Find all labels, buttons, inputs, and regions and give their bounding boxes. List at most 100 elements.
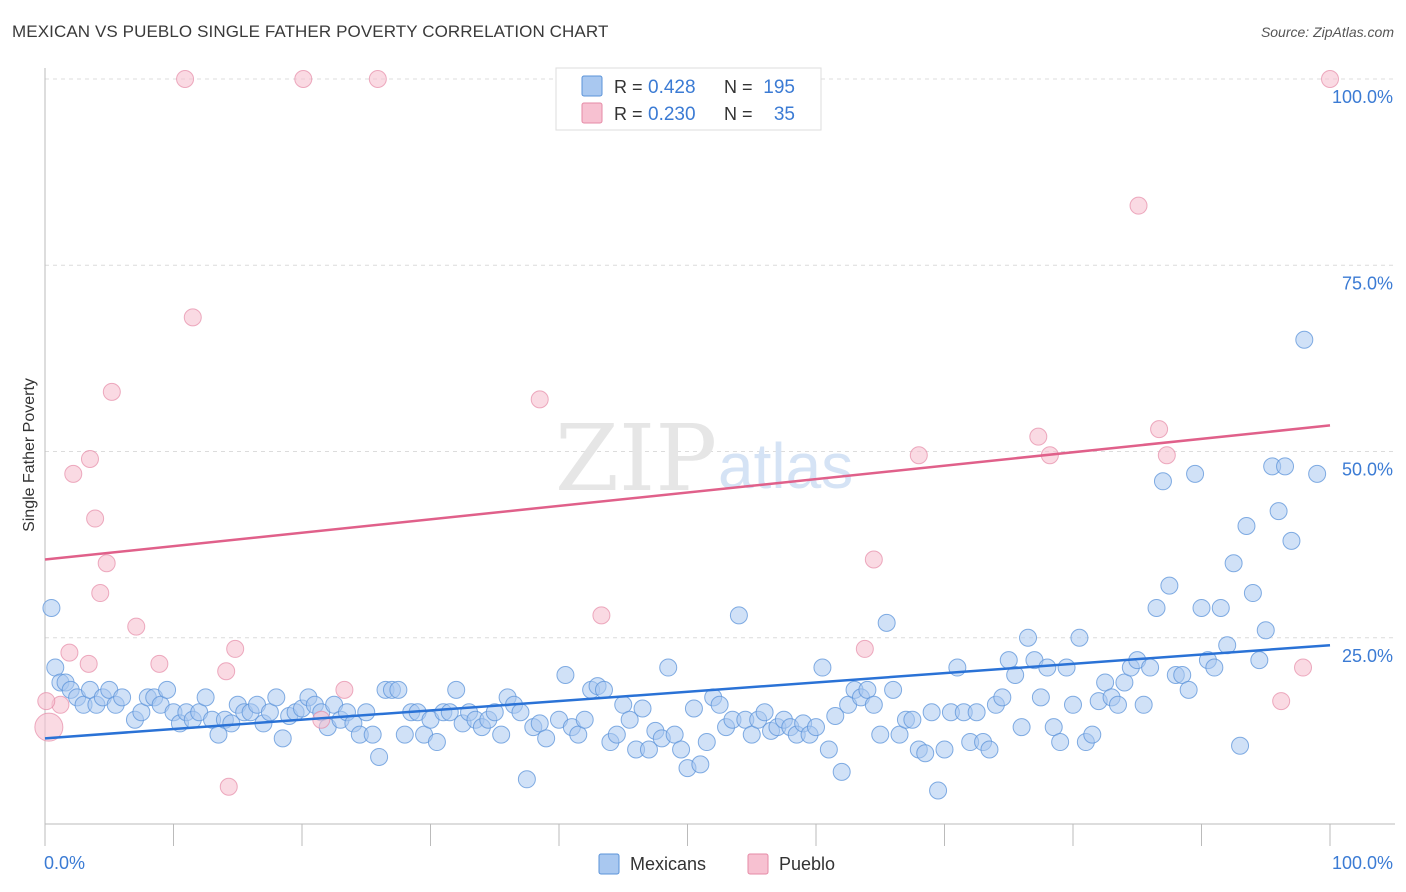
point-pueblo-23 — [855, 639, 874, 658]
legend-bottom-label-pueblo: Pueblo — [779, 854, 835, 874]
point-mexicans-87 — [607, 725, 626, 744]
point-pueblo-14 — [217, 662, 236, 681]
point-mexicans-175 — [1173, 666, 1192, 684]
point-pueblo-12 — [176, 70, 195, 88]
point-mexicans-153 — [1031, 688, 1050, 707]
point-mexicans-180 — [1205, 658, 1224, 677]
point-mexicans-135 — [916, 744, 935, 763]
point-mexicans-192 — [1282, 531, 1301, 550]
point-mexicans-169 — [1134, 695, 1153, 714]
point-pueblo-2 — [60, 643, 79, 662]
point-pueblo-22 — [592, 606, 611, 625]
point-mexicans-121 — [826, 706, 845, 725]
point-mexicans-70 — [492, 725, 511, 744]
axes — [44, 68, 1395, 846]
point-mexicans-85 — [594, 680, 613, 699]
point-mexicans-55 — [395, 725, 414, 744]
point-pueblo-0 — [34, 712, 64, 742]
point-mexicans-161 — [1083, 725, 1102, 744]
point-mexicans-127 — [864, 695, 883, 714]
point-pueblo-33 — [1321, 70, 1339, 88]
y-tick-label-25: 25.0% — [1342, 646, 1393, 666]
point-mexicans-99 — [684, 699, 703, 718]
point-pueblo-8 — [97, 554, 116, 573]
point-mexicans-89 — [620, 710, 639, 729]
point-mexicans-155 — [1044, 718, 1063, 737]
point-mexicans-50 — [363, 725, 382, 744]
legend-r-label-1: R = — [614, 77, 643, 97]
point-mexicans-108 — [742, 725, 761, 744]
point-mexicans-177 — [1186, 464, 1205, 483]
point-mexicans-171 — [1147, 598, 1166, 617]
point-mexicans-194 — [1308, 464, 1327, 483]
point-mexicans-178 — [1192, 598, 1211, 617]
point-mexicans-24 — [196, 688, 215, 707]
point-mexicans-145 — [980, 740, 999, 759]
point-mexicans-163 — [1096, 673, 1115, 692]
point-mexicans-190 — [1269, 502, 1288, 521]
point-mexicans-101 — [697, 733, 716, 752]
gridlines — [45, 78, 1395, 639]
point-mexicans-150 — [1012, 718, 1031, 737]
point-pueblo-20 — [368, 70, 387, 88]
point-mexicans-92 — [639, 740, 658, 759]
point-mexicans-76 — [530, 714, 549, 733]
point-pueblo-19 — [335, 680, 354, 699]
y-axis-label: Single Father Poverty — [21, 378, 38, 532]
legend-n-label-1: N = — [724, 77, 753, 97]
point-mexicans-193 — [1295, 330, 1314, 349]
point-mexicans-49 — [357, 703, 376, 722]
point-mexicans-91 — [633, 699, 652, 718]
point-mexicans-157 — [1057, 658, 1076, 677]
point-pueblo-3 — [64, 464, 83, 483]
watermark-zip: ZIP — [555, 405, 717, 512]
y-tick-label-75: 75.0% — [1342, 273, 1393, 293]
point-mexicans-81 — [569, 725, 588, 744]
point-mexicans-170 — [1141, 658, 1160, 677]
point-pueblo-13 — [183, 308, 202, 327]
point-mexicans-14 — [132, 703, 151, 722]
point-mexicans-158 — [1064, 695, 1082, 714]
y-tick-label-50: 50.0% — [1342, 460, 1393, 480]
point-pueblo-21 — [530, 390, 549, 409]
point-mexicans-73 — [511, 703, 530, 722]
point-mexicans-172 — [1153, 472, 1172, 491]
point-mexicans-110 — [755, 703, 774, 722]
point-mexicans-165 — [1108, 695, 1127, 714]
series-legend: Mexicans Pueblo — [598, 853, 835, 875]
point-mexicans-187 — [1250, 651, 1269, 670]
legend-bottom-swatch-pueblo — [747, 853, 769, 875]
legend-swatch-pueblo — [581, 102, 603, 124]
stats-legend: R = 0.428 N = 195 R = 0.230 N = 35 — [555, 67, 822, 131]
point-mexicans-79 — [556, 666, 575, 684]
point-pueblo-4 — [79, 654, 98, 673]
x-tick-label-min: 0.0% — [44, 853, 85, 873]
point-mexicans-131 — [890, 725, 909, 744]
source-note: Source: ZipAtlas.com — [1260, 24, 1394, 40]
point-pueblo-26 — [1029, 427, 1048, 446]
point-mexicans-176 — [1179, 680, 1198, 699]
point-mexicans-103 — [710, 695, 729, 714]
point-pueblo-24 — [864, 550, 883, 569]
legend-n-value-1: 195 — [763, 77, 795, 98]
watermark-atlas: atlas — [718, 430, 853, 502]
y-tick-label-100: 100.0% — [1332, 87, 1393, 107]
point-pueblo-28 — [1129, 196, 1148, 215]
point-mexicans-74 — [517, 770, 536, 789]
point-mexicans-36 — [273, 729, 292, 748]
point-mexicans-69 — [485, 703, 504, 722]
point-mexicans-0 — [42, 598, 61, 617]
point-mexicans-128 — [871, 725, 890, 744]
legend-r-label-2: R = — [614, 104, 643, 124]
point-mexicans-82 — [575, 710, 594, 729]
legend-bottom-label-mexicans: Mexicans — [630, 854, 706, 874]
point-pueblo-25 — [909, 446, 928, 465]
point-mexicans-156 — [1051, 733, 1070, 752]
point-pueblo-15 — [219, 777, 238, 796]
point-mexicans-191 — [1276, 457, 1295, 476]
point-pueblo-9 — [102, 382, 121, 401]
trendline-mexicans — [44, 643, 1331, 740]
point-pueblo-31 — [1272, 692, 1291, 711]
point-mexicans-138 — [935, 740, 954, 759]
legend-r-value-1: 0.428 — [648, 77, 696, 98]
